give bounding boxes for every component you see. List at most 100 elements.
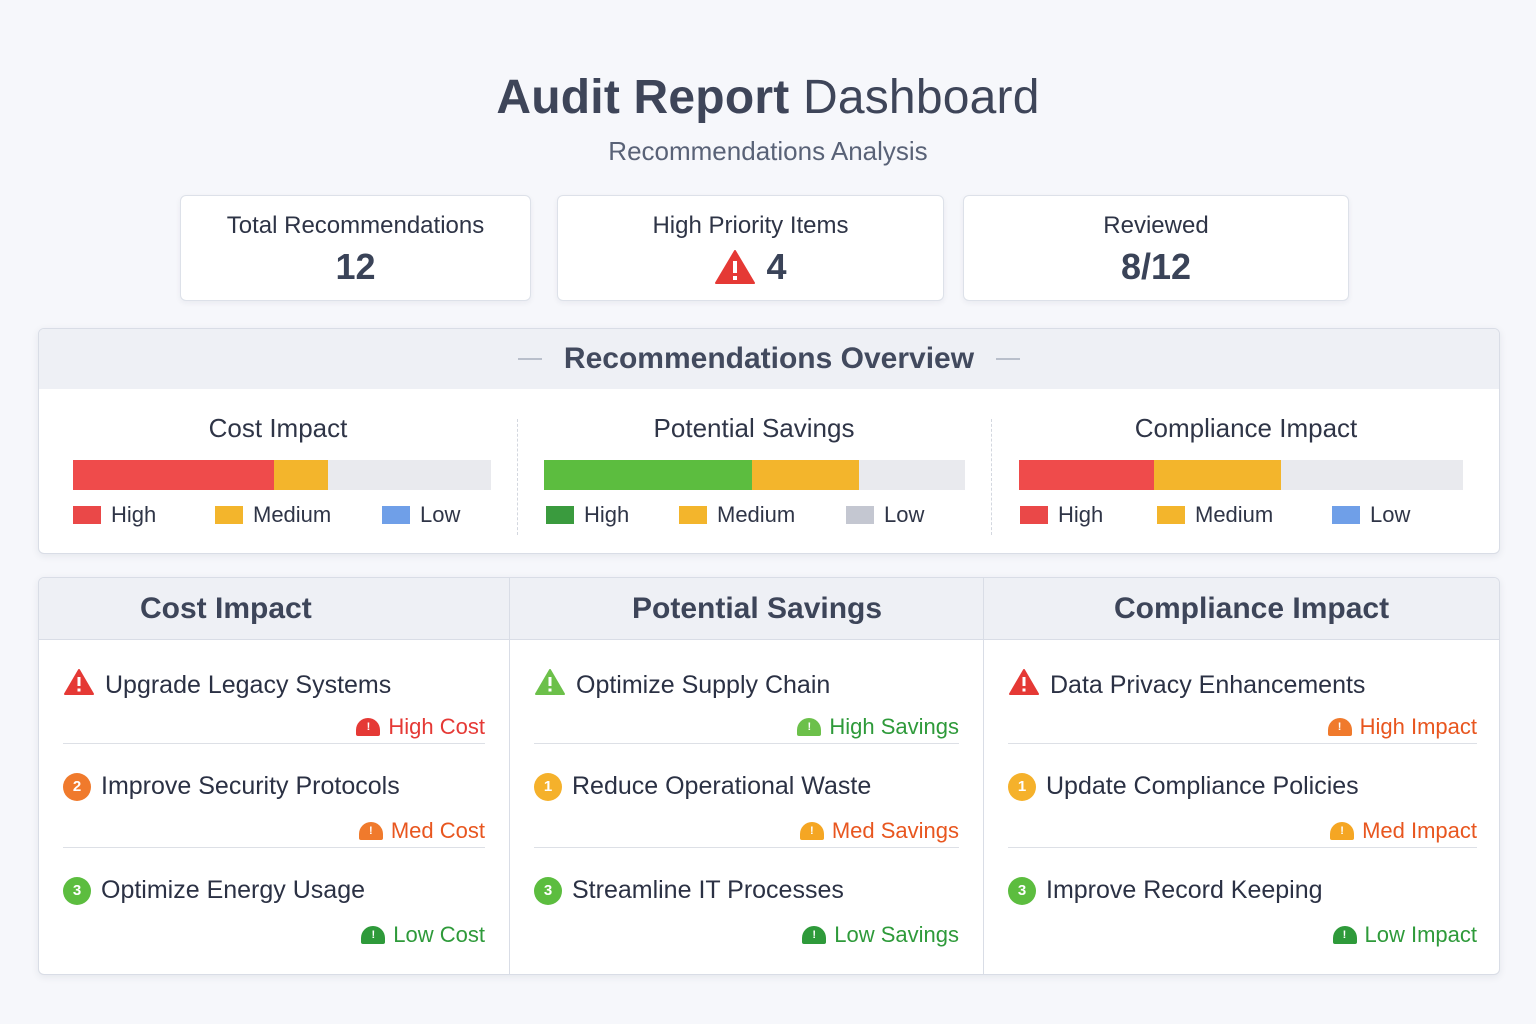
impact-tag: ! Low Cost — [361, 922, 485, 948]
overview-charts: Cost Impact High Medium Low Potential Saving… — [39, 389, 1499, 553]
item-title: Optimize Supply Chain — [576, 671, 831, 699]
legend-label: Low — [884, 502, 925, 527]
list-title: Potential Savings — [632, 591, 883, 625]
alert-mound-icon: ! — [802, 926, 827, 944]
item-title: Improve Record Keeping — [1046, 876, 1323, 904]
list-header: Compliance Impact — [984, 578, 1499, 640]
stacked-bar — [73, 460, 491, 490]
list-header: Cost Impact — [39, 578, 509, 640]
list-item[interactable]: 2 Improve Security Protocols! Med Cost — [63, 744, 485, 848]
list-item[interactable]: Data Privacy Enhancements! High Impact — [1008, 640, 1477, 744]
list-item[interactable]: 3 Streamline IT Processes! Low Savings — [534, 848, 959, 952]
list-column-potential-savings: Potential Savings Optimize Supply Chain! H… — [509, 578, 983, 974]
stacked-bar — [1019, 460, 1463, 490]
legend-item-medium: Medium — [215, 502, 331, 528]
legend-label: Low — [1370, 502, 1411, 527]
stat-label: Total Recommendations — [226, 212, 485, 239]
legend-item-high: High — [546, 502, 629, 528]
number-badge-icon: 1 — [1008, 772, 1036, 801]
list-item[interactable]: Upgrade Legacy Systems! High Cost — [63, 640, 485, 744]
overview-title: Recommendations Overview — [563, 342, 975, 375]
item-title-row: 2 Improve Security Protocols — [63, 772, 400, 801]
list-item[interactable]: 1 Reduce Operational Waste ! Med Savings — [534, 744, 959, 848]
item-title: Streamline IT Processes — [572, 876, 844, 904]
stacked-bar — [544, 460, 965, 490]
overview-header: Recommendations Overview — [39, 329, 1499, 389]
list-title: Compliance Impact — [1114, 591, 1390, 625]
number-badge-icon: 3 — [534, 876, 562, 905]
number-badge-icon: 2 — [63, 772, 91, 801]
list-column-cost-impact: Cost Impact Upgrade Legacy Systems! High C… — [39, 578, 509, 974]
list-item[interactable]: 3 Improve Record Keeping! Low Impact — [1008, 848, 1477, 952]
item-title-row: 3 Improve Record Keeping — [1008, 876, 1323, 905]
warning-triangle-icon — [715, 250, 756, 284]
impact-tag-label: High Savings — [829, 714, 959, 739]
item-title: Optimize Energy Usage — [101, 876, 366, 904]
list-title: Cost Impact — [140, 591, 312, 625]
list-header: Potential Savings — [510, 578, 983, 640]
legend-item-high: High — [1020, 502, 1103, 528]
item-title: Upgrade Legacy Systems — [105, 671, 392, 699]
impact-tag: ! Med Impact — [1330, 818, 1477, 844]
bar-segment-medium — [1154, 460, 1281, 490]
impact-tag-label: Low Savings — [834, 922, 959, 947]
warning-triangle-icon — [534, 668, 566, 703]
legend-label: Medium — [1195, 502, 1274, 527]
stat-label: Reviewed — [1103, 212, 1209, 239]
chart-title: Compliance Impact — [1134, 413, 1358, 443]
item-title-row: 3 Optimize Energy Usage — [63, 876, 365, 905]
item-title-row: 1 Reduce Operational Waste — [534, 772, 871, 801]
page-subtitle: Recommendations Analysis — [608, 136, 928, 166]
legend-swatch — [215, 506, 243, 524]
legend-swatch — [1157, 506, 1185, 524]
stat-card-reviewed: Reviewed 8/12 — [963, 195, 1349, 301]
alert-mound-icon: ! — [356, 718, 381, 736]
legend-label: Medium — [253, 502, 332, 527]
item-title-row: 1 Update Compliance Policies — [1008, 772, 1359, 801]
alert-mound-icon: ! — [1332, 926, 1357, 944]
impact-tag: ! Low Impact — [1332, 922, 1478, 948]
column-divider — [991, 419, 992, 535]
item-title-row: 3 Streamline IT Processes — [534, 876, 844, 905]
stat-value: 8/12 — [1120, 246, 1192, 287]
alert-mound-icon: ! — [1327, 718, 1352, 736]
page-title: Audit Report Dashboard — [0, 70, 1536, 125]
alert-mound-icon: ! — [358, 822, 383, 840]
list-item[interactable]: 1 Update Compliance Policies ! Med Impact — [1008, 744, 1477, 848]
impact-tag-label: Low Impact — [1364, 922, 1478, 947]
impact-tag: ! High Impact — [1327, 714, 1477, 740]
legend-swatch — [1020, 506, 1048, 524]
impact-tag: ! Med Savings — [799, 818, 959, 844]
page-title-regular: Dashboard — [802, 71, 1040, 124]
legend-item-low: Low — [382, 502, 460, 528]
alert-mound-icon: ! — [797, 718, 822, 736]
impact-tag: ! Med Cost — [358, 818, 485, 844]
legend-label: Low — [420, 502, 461, 527]
overview-chart-cost-impact: Cost Impact High Medium Low — [39, 389, 517, 553]
impact-tag: ! High Savings — [797, 714, 959, 740]
list-item[interactable]: 3 Optimize Energy Usage ! Low Cost — [63, 848, 485, 952]
impact-tag-label: High Impact — [1359, 714, 1477, 739]
number-badge-icon: 1 — [534, 772, 562, 801]
stat-card-high-priority: High Priority Items 4 — [557, 195, 944, 301]
list-item[interactable]: Optimize Supply Chain! High Savings — [534, 640, 959, 744]
chart-legend: High Medium Low — [991, 502, 1499, 532]
chart-title: Potential Savings — [653, 413, 855, 443]
header-dash — [517, 358, 542, 360]
item-title: Reduce Operational Waste — [572, 772, 872, 800]
legend-swatch — [382, 506, 410, 524]
chart-legend: High Medium Low — [39, 502, 517, 532]
legend-item-low: Low — [846, 502, 924, 528]
alert-mound-icon: ! — [1330, 822, 1355, 840]
item-title-row: Data Privacy Enhancements — [1008, 668, 1365, 703]
item-title: Data Privacy Enhancements — [1050, 671, 1366, 699]
item-title: Update Compliance Policies — [1046, 772, 1359, 800]
stat-value: 4 — [766, 246, 787, 287]
alert-mound-icon: ! — [799, 822, 824, 840]
legend-swatch — [73, 506, 101, 524]
impact-tag-label: Med Cost — [390, 818, 485, 843]
impact-tag-label: High Cost — [388, 714, 485, 739]
legend-item-high: High — [73, 502, 156, 528]
list-column-compliance-impact: Compliance Impact Data Privacy Enhancemen… — [983, 578, 1499, 974]
legend-label: High — [584, 502, 630, 527]
